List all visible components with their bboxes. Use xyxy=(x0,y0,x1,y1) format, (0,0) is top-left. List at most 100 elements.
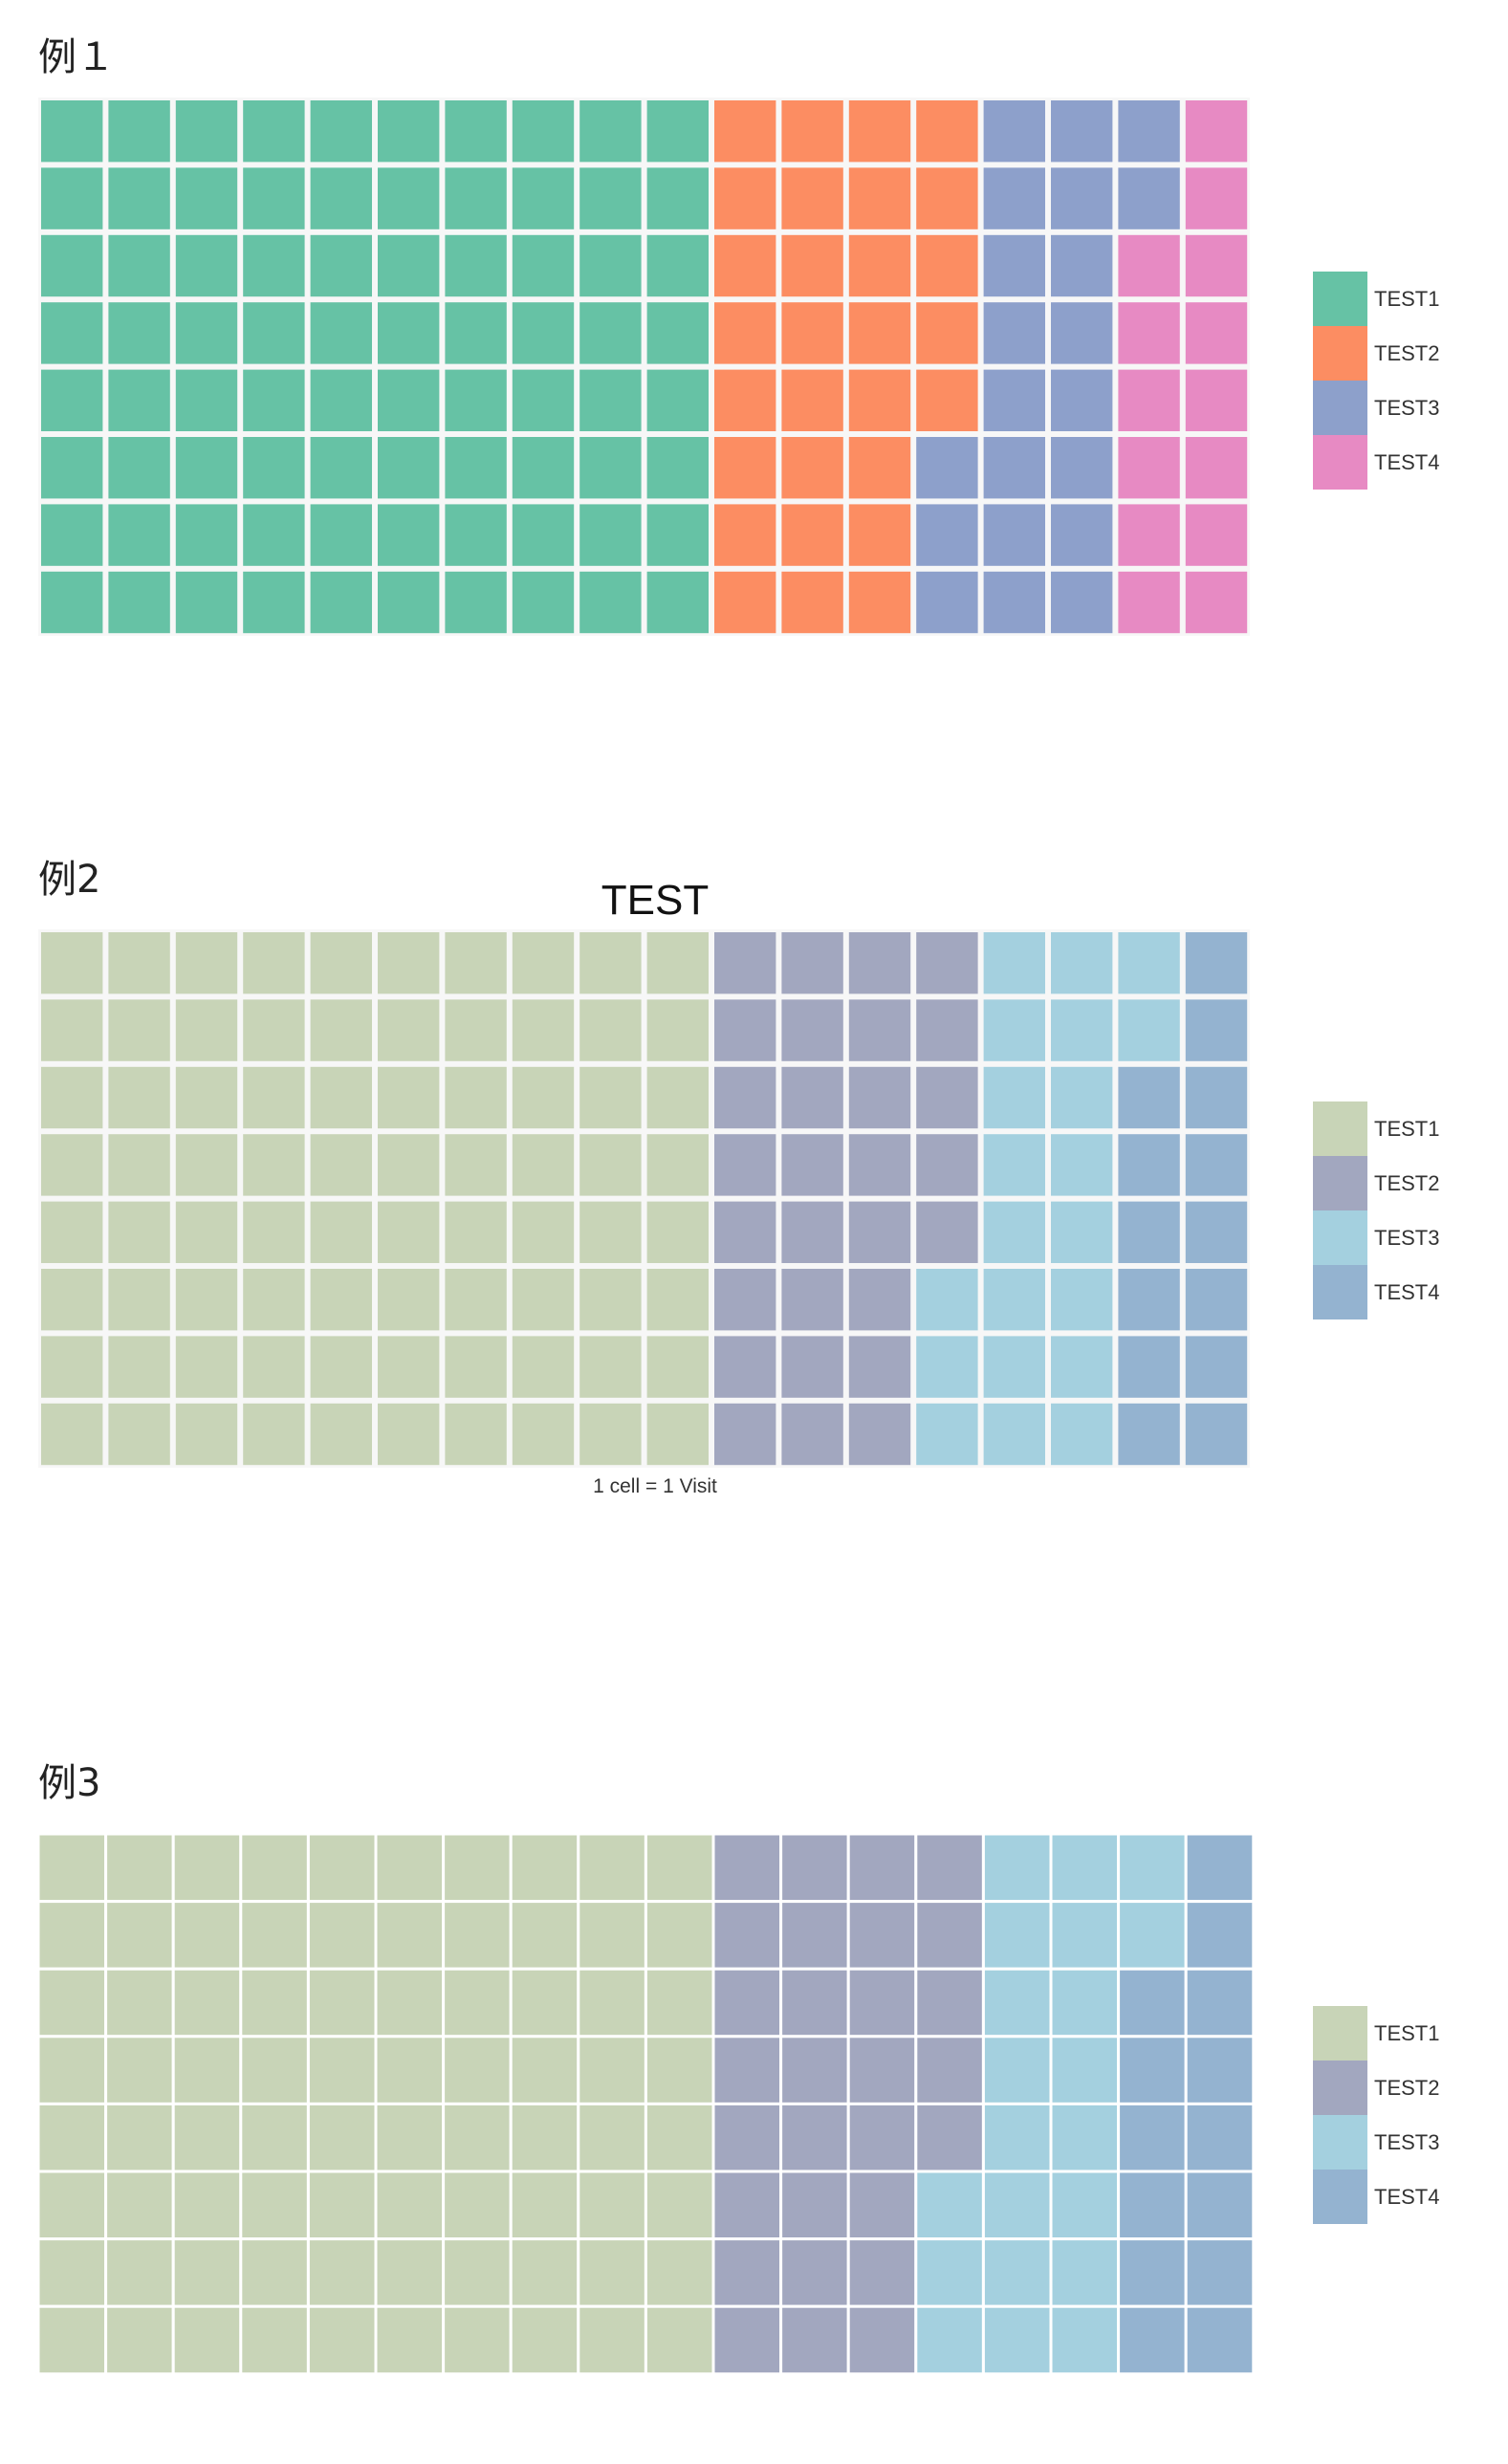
waffle-cell-test1 xyxy=(374,1967,446,2039)
waffle-cell-test2 xyxy=(781,167,843,229)
waffle-cell-test3 xyxy=(916,1269,978,1331)
waffle-cell-test1 xyxy=(306,2304,378,2376)
waffle-cell-test1 xyxy=(579,234,642,297)
waffle-cell-test1 xyxy=(243,571,305,634)
waffle-cell-test1 xyxy=(445,437,507,499)
waffle-cell-test3 xyxy=(983,1269,1045,1331)
waffle-cell-test1 xyxy=(445,1336,507,1398)
waffle-cell-test1 xyxy=(243,437,305,499)
waffle-cell-test2 xyxy=(914,2102,985,2173)
example-1-label: 例１ xyxy=(38,35,115,79)
waffle-cell-test4 xyxy=(1118,234,1180,297)
waffle-cell-test3 xyxy=(914,2304,985,2376)
waffle-cell-test1 xyxy=(445,1403,507,1466)
legend-label-test4: TEST4 xyxy=(1374,2184,1440,2209)
waffle-cell-test4 xyxy=(1185,504,1248,566)
waffle-cell-test2 xyxy=(714,167,776,229)
waffle-cell-test2 xyxy=(714,369,776,431)
waffle-cell-test3 xyxy=(983,234,1045,297)
waffle-cell-test1 xyxy=(239,1832,310,1904)
waffle-cell-test1 xyxy=(378,932,440,994)
legend-item: TEST4 xyxy=(1313,2170,1439,2224)
waffle-cell-test1 xyxy=(378,100,440,163)
waffle-cell-test2 xyxy=(846,1967,918,2039)
waffle-cell-test2 xyxy=(916,234,978,297)
waffle-cell-test1 xyxy=(579,932,642,994)
waffle-cell-test2 xyxy=(714,1134,776,1196)
legend-key-test2 xyxy=(1313,326,1367,381)
waffle-cell-test1 xyxy=(644,1832,715,1904)
waffle-cell-test3 xyxy=(1049,2102,1121,2173)
waffle-cell-test1 xyxy=(579,1403,642,1466)
waffle-cell-test1 xyxy=(175,1066,238,1129)
waffle-cell-test4 xyxy=(1118,302,1180,364)
waffle-cell-test1 xyxy=(512,1134,575,1196)
waffle-cell-test2 xyxy=(781,1066,843,1129)
waffle-cell-test4 xyxy=(1185,369,1248,431)
legend-item: TEST4 xyxy=(1313,435,1439,490)
waffle-cell-test1 xyxy=(310,369,372,431)
waffle-cell-test1 xyxy=(442,2170,513,2241)
waffle-cell-test3 xyxy=(1117,1900,1188,1971)
waffle-cell-test2 xyxy=(848,167,911,229)
waffle-cell-test2 xyxy=(846,1832,918,1904)
plot-background xyxy=(38,929,1251,1469)
waffle-cell-test1 xyxy=(175,1336,238,1398)
waffle-cell-test1 xyxy=(509,2102,580,2173)
waffle-cell-test3 xyxy=(983,100,1045,163)
waffle-cell-test4 xyxy=(1185,1403,1248,1466)
waffle-cell-test2 xyxy=(711,2304,783,2376)
waffle-cell-test1 xyxy=(646,571,709,634)
waffle-cell-test1 xyxy=(512,369,575,431)
waffle-cell-test1 xyxy=(579,369,642,431)
waffle-cell-test1 xyxy=(646,302,709,364)
waffle-cell-test2 xyxy=(848,1201,911,1263)
waffle-chart-3 xyxy=(36,1832,1256,2376)
waffle-cell-test2 xyxy=(848,932,911,994)
legend-key-test1 xyxy=(1313,2006,1367,2061)
waffle-cell-test2 xyxy=(781,302,843,364)
waffle-cell-test1 xyxy=(175,1134,238,1196)
waffle-cell-test1 xyxy=(310,234,372,297)
waffle-cell-test1 xyxy=(243,999,305,1061)
waffle-cell-test3 xyxy=(983,1336,1045,1398)
waffle-cell-test2 xyxy=(846,1900,918,1971)
waffle-cell-test4 xyxy=(1118,1269,1180,1331)
waffle-cell-test1 xyxy=(175,369,238,431)
waffle-cell-test1 xyxy=(310,1066,372,1129)
waffle-cell-test1 xyxy=(577,2102,647,2173)
waffle-cell-test2 xyxy=(781,1201,843,1263)
waffle-cell-test1 xyxy=(36,2035,108,2105)
legend-key-test4 xyxy=(1313,435,1367,490)
waffle-cell-test3 xyxy=(983,369,1045,431)
waffle-cell-test1 xyxy=(104,2035,175,2105)
waffle-cell-test2 xyxy=(779,2304,850,2376)
waffle-cell-test1 xyxy=(442,1900,513,1971)
waffle-cell-test1 xyxy=(442,2102,513,2173)
waffle-cell-test1 xyxy=(512,234,575,297)
waffle-cell-test2 xyxy=(714,571,776,634)
waffle-cell-test1 xyxy=(378,437,440,499)
waffle-cell-test2 xyxy=(779,2237,850,2308)
waffle-cell-test1 xyxy=(108,932,170,994)
waffle-cell-test2 xyxy=(916,1201,978,1263)
waffle-cell-test1 xyxy=(41,504,103,566)
waffle-cell-test2 xyxy=(848,1134,911,1196)
waffle-cell-test2 xyxy=(714,1403,776,1466)
waffle-cell-test2 xyxy=(848,437,911,499)
waffle-cell-test1 xyxy=(445,100,507,163)
waffle-cell-test2 xyxy=(846,2102,918,2173)
waffle-cell-test4 xyxy=(1117,2170,1188,2241)
waffle-cell-test1 xyxy=(378,504,440,566)
legend-label-test2: TEST2 xyxy=(1374,1170,1440,1195)
waffle-cell-test2 xyxy=(714,1201,776,1263)
waffle-cell-test1 xyxy=(378,571,440,634)
legend-item: TEST2 xyxy=(1313,326,1439,381)
waffle-cell-test1 xyxy=(41,1201,103,1263)
waffle-cell-test1 xyxy=(41,1066,103,1129)
waffle-cell-test1 xyxy=(442,2035,513,2105)
waffle-cell-test1 xyxy=(646,234,709,297)
waffle-cell-test1 xyxy=(445,504,507,566)
waffle-cell-test1 xyxy=(378,369,440,431)
legend-key-test1 xyxy=(1313,1101,1367,1156)
